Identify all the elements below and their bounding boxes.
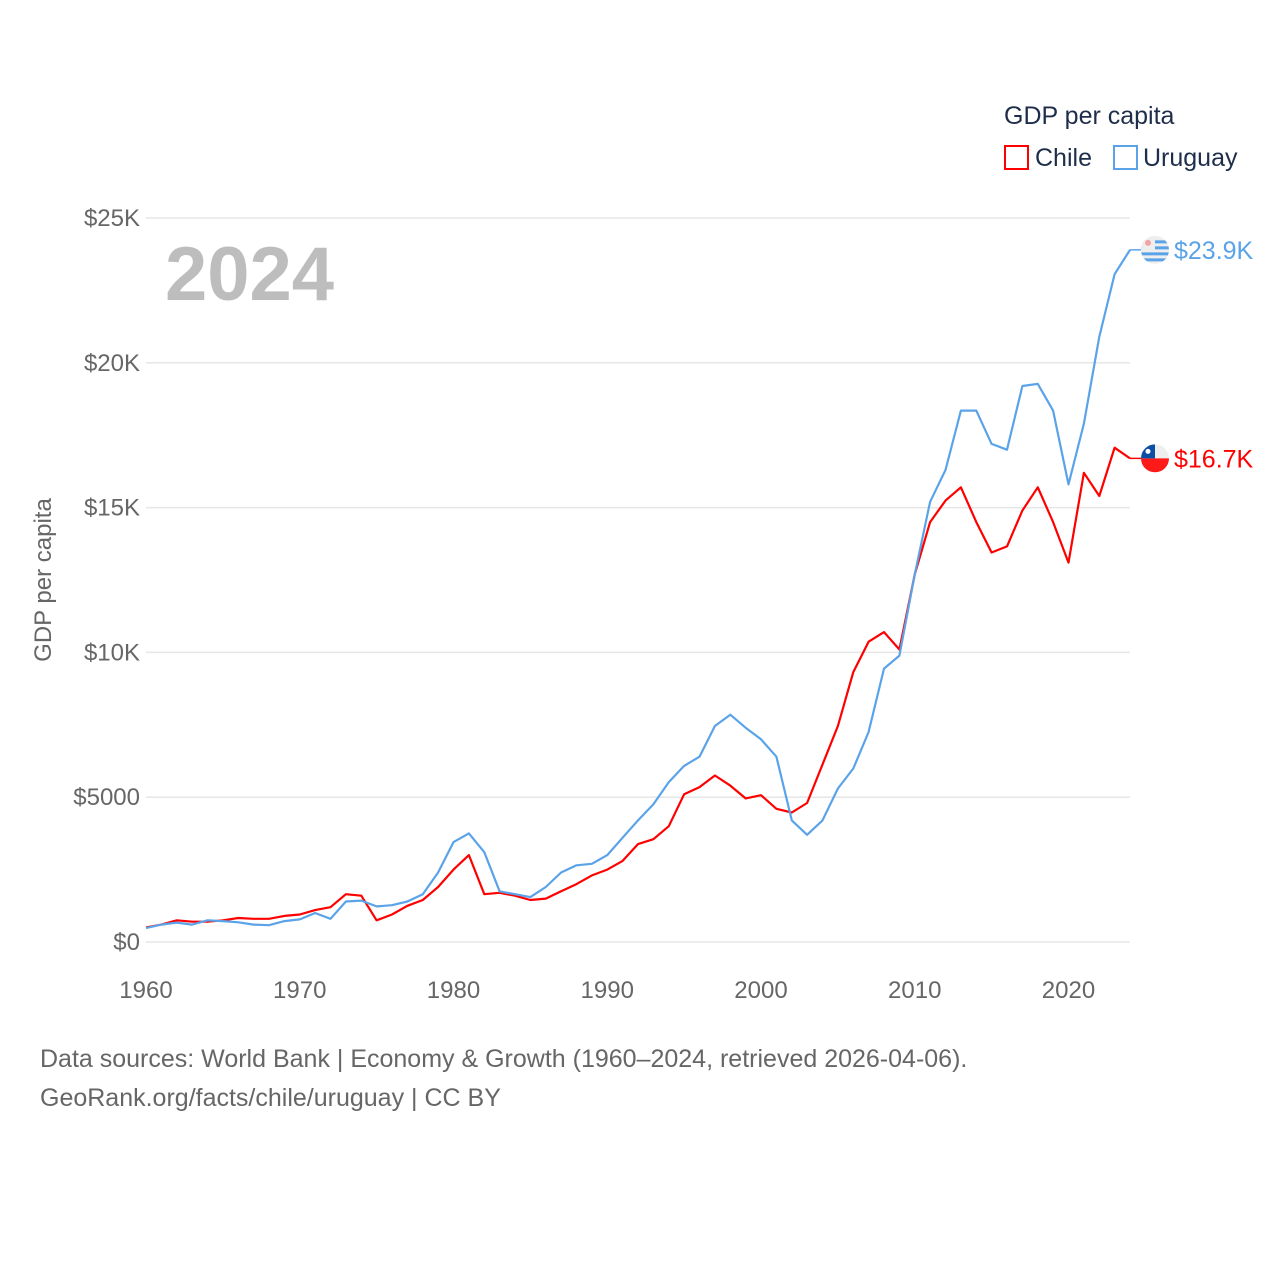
- x-tick-label: 1980: [427, 977, 480, 1004]
- legend-label-chile[interactable]: Chile: [1035, 144, 1092, 172]
- legend-swatch-chile: [1004, 145, 1029, 170]
- series-line-chile: [145, 446, 1131, 929]
- year-label: 2024: [165, 232, 334, 317]
- flag-body: [1141, 235, 1169, 264]
- y-tick-label: $15K: [84, 495, 140, 522]
- x-tick-label: 2010: [888, 977, 941, 1004]
- series-line-uruguay: [145, 249, 1131, 930]
- gridlines: [146, 217, 1130, 943]
- x-tick-label: 1970: [273, 977, 326, 1004]
- flag-stripe: [1141, 252, 1169, 256]
- legend: GDP per capita Chile Uruguay: [1004, 102, 1238, 172]
- y-tick-label: $20K: [84, 350, 140, 377]
- y-tick-label: $25K: [84, 205, 140, 232]
- series-lines: $16.7K $23.9K: [145, 235, 1254, 930]
- y-tick-label: $10K: [84, 639, 140, 666]
- y-axis-ticks: $0 $5000 $10K $15K $20K $25K: [73, 205, 140, 956]
- chile-flag-icon: [1141, 444, 1169, 473]
- end-value-label: $16.7K: [1174, 445, 1254, 473]
- y-tick-label: $0: [113, 929, 140, 956]
- flag-stripe: [1141, 258, 1169, 262]
- flag-star: [1145, 448, 1151, 454]
- legend-title: GDP per capita: [1004, 102, 1175, 130]
- y-tick-label: $5000: [73, 784, 140, 811]
- legend-swatch-uruguay: [1113, 145, 1138, 170]
- x-tick-label: 2000: [734, 977, 787, 1004]
- x-tick-label: 2020: [1042, 977, 1095, 1004]
- uruguay-flag-icon: [1141, 235, 1169, 264]
- y-axis-label: GDP per capita: [30, 498, 57, 662]
- x-axis-ticks: 1960 1970 1980 1990 2000 2010 2020: [119, 977, 1095, 1004]
- legend-label-uruguay[interactable]: Uruguay: [1143, 144, 1238, 172]
- flag-body: [1141, 444, 1169, 473]
- footer-sources: Data sources: World Bank | Economy & Gro…: [40, 1045, 968, 1073]
- footer-attribution: GeoRank.org/facts/chile/uruguay | CC BY: [40, 1084, 501, 1112]
- flag-red: [1141, 458, 1169, 473]
- x-tick-label: 1960: [119, 977, 172, 1004]
- x-tick-label: 1990: [581, 977, 634, 1004]
- end-value-label: $23.9K: [1174, 237, 1254, 265]
- flag-sun: [1145, 239, 1151, 246]
